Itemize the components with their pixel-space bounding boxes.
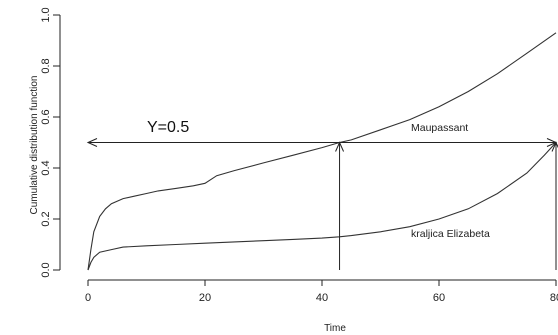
y-tick-label: 0.2	[40, 211, 52, 226]
y-axis: 0.0 0.2 0.4 0.6 0.8 1.0	[40, 7, 61, 278]
x-axis: 0 20 40 60 80	[85, 279, 558, 304]
y-tick-label: 1.0	[40, 7, 52, 22]
crossing-arrow	[551, 141, 558, 152]
y-axis-title: Cumulative distribution function	[29, 76, 40, 215]
y-tick-label: 0.0	[40, 262, 52, 277]
series-line-kraljica-elizabeta	[87, 142, 557, 271]
x-tick-label: 20	[199, 292, 211, 304]
crossing-arrow	[335, 141, 345, 152]
y-tick-label: 0.4	[40, 160, 52, 175]
x-tick-label: 80	[550, 292, 558, 304]
reference-label: Y=0.5	[147, 119, 189, 136]
series-line-maupassant	[87, 32, 557, 271]
x-tick-label: 60	[433, 292, 445, 304]
plot-area	[86, 32, 558, 271]
series-label-maupassant: Maupassant	[411, 122, 468, 134]
y-tick-label: 0.8	[40, 58, 52, 73]
y-tick-label: 0.6	[40, 109, 52, 124]
x-axis-title: Time	[324, 323, 346, 334]
series-label-kraljica-elizabeta: kraljica Elizabeta	[411, 228, 490, 240]
reference-arrow-left	[86, 138, 98, 147]
x-tick-label: 0	[85, 292, 91, 304]
x-tick-label: 40	[316, 292, 328, 304]
